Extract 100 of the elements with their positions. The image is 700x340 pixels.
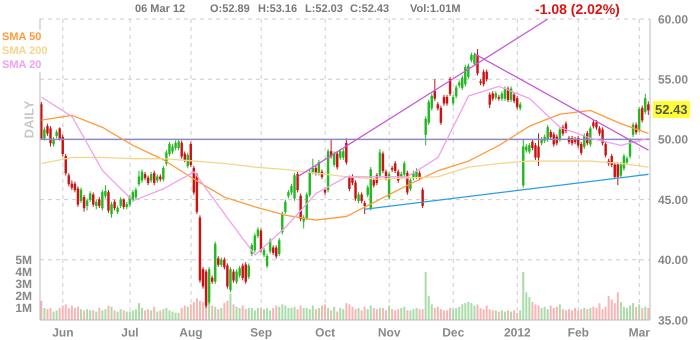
y-tick-label: 55.00 <box>658 72 688 86</box>
bar <box>275 306 278 320</box>
candlestick <box>180 140 183 160</box>
bar <box>172 312 174 320</box>
bar <box>522 272 524 320</box>
bar <box>351 306 354 320</box>
bar <box>364 306 366 320</box>
candlestick <box>442 94 446 106</box>
bar <box>95 312 98 320</box>
bar <box>162 309 164 320</box>
bar <box>250 308 253 320</box>
bar <box>192 302 195 320</box>
bar <box>324 304 326 320</box>
bar <box>116 312 119 320</box>
bar <box>516 312 518 320</box>
candlestick <box>150 171 152 184</box>
bar <box>330 310 332 320</box>
bar <box>260 308 262 320</box>
bar <box>184 306 186 320</box>
candlestick <box>296 171 299 193</box>
bar <box>40 300 42 320</box>
candlestick <box>647 100 650 116</box>
bar <box>638 304 640 320</box>
y2-tick-label: 4M <box>15 265 32 280</box>
bar <box>58 308 61 320</box>
bar <box>345 303 348 320</box>
candlestick <box>98 196 101 209</box>
candlestick <box>146 175 150 186</box>
candlestick <box>229 266 232 293</box>
bar <box>248 308 250 320</box>
bar <box>272 308 274 320</box>
bar <box>629 306 632 320</box>
bar <box>114 310 116 320</box>
bar <box>492 310 494 320</box>
bar <box>220 308 222 320</box>
bar <box>229 294 232 320</box>
bar <box>473 306 476 320</box>
bar <box>68 308 70 320</box>
candlestick <box>506 86 510 103</box>
bar <box>242 306 244 320</box>
bar <box>416 308 418 320</box>
bar <box>564 310 567 320</box>
bar <box>300 306 302 320</box>
bar <box>616 292 619 320</box>
bar <box>74 308 76 320</box>
bar <box>540 308 543 320</box>
bar <box>232 304 235 320</box>
text: SMA 20 <box>2 58 44 72</box>
bar <box>409 310 412 320</box>
bar <box>354 309 357 320</box>
y2-tick-label: 3M <box>15 277 32 292</box>
candlestick <box>632 122 634 138</box>
bar <box>577 310 580 320</box>
bar <box>306 308 308 320</box>
bar <box>278 306 280 320</box>
candlestick <box>378 148 382 178</box>
bar <box>556 306 558 320</box>
bar <box>504 312 506 320</box>
bar <box>217 309 220 320</box>
bar <box>513 310 516 320</box>
candlestick <box>92 192 94 208</box>
candlestick <box>446 94 448 106</box>
bar <box>104 309 106 320</box>
text: 06 Mar 12 <box>135 3 186 15</box>
bar <box>446 310 448 320</box>
candlestick <box>80 187 82 204</box>
bar <box>510 312 512 320</box>
candlestick <box>244 262 247 284</box>
bar <box>56 310 58 320</box>
bar <box>610 300 613 320</box>
text: SMA 50 <box>2 30 44 44</box>
candlestick <box>174 140 177 151</box>
bar <box>635 306 638 320</box>
candlestick <box>434 78 436 102</box>
bar <box>348 304 350 320</box>
bar <box>382 308 384 320</box>
text: O:52.89 <box>210 3 250 15</box>
bar <box>202 302 204 320</box>
bar <box>43 308 46 320</box>
bar <box>62 306 64 320</box>
candlestick <box>107 189 110 214</box>
candlestick <box>537 132 540 166</box>
candlestick <box>49 126 52 148</box>
bar <box>83 310 86 320</box>
candlestick <box>43 126 46 142</box>
bar <box>500 310 503 320</box>
candlestick <box>275 244 278 260</box>
candlestick <box>558 126 562 142</box>
candlestick <box>241 262 244 281</box>
candlestick <box>339 148 342 160</box>
candlestick <box>345 138 348 166</box>
bar <box>424 272 427 320</box>
x-tick-label: Mar <box>628 326 650 340</box>
bar <box>223 303 226 320</box>
bar <box>174 312 177 320</box>
candlestick <box>348 175 351 192</box>
candlestick <box>138 170 140 187</box>
bar <box>394 310 396 320</box>
candlestick <box>644 93 646 115</box>
bar <box>644 306 646 320</box>
